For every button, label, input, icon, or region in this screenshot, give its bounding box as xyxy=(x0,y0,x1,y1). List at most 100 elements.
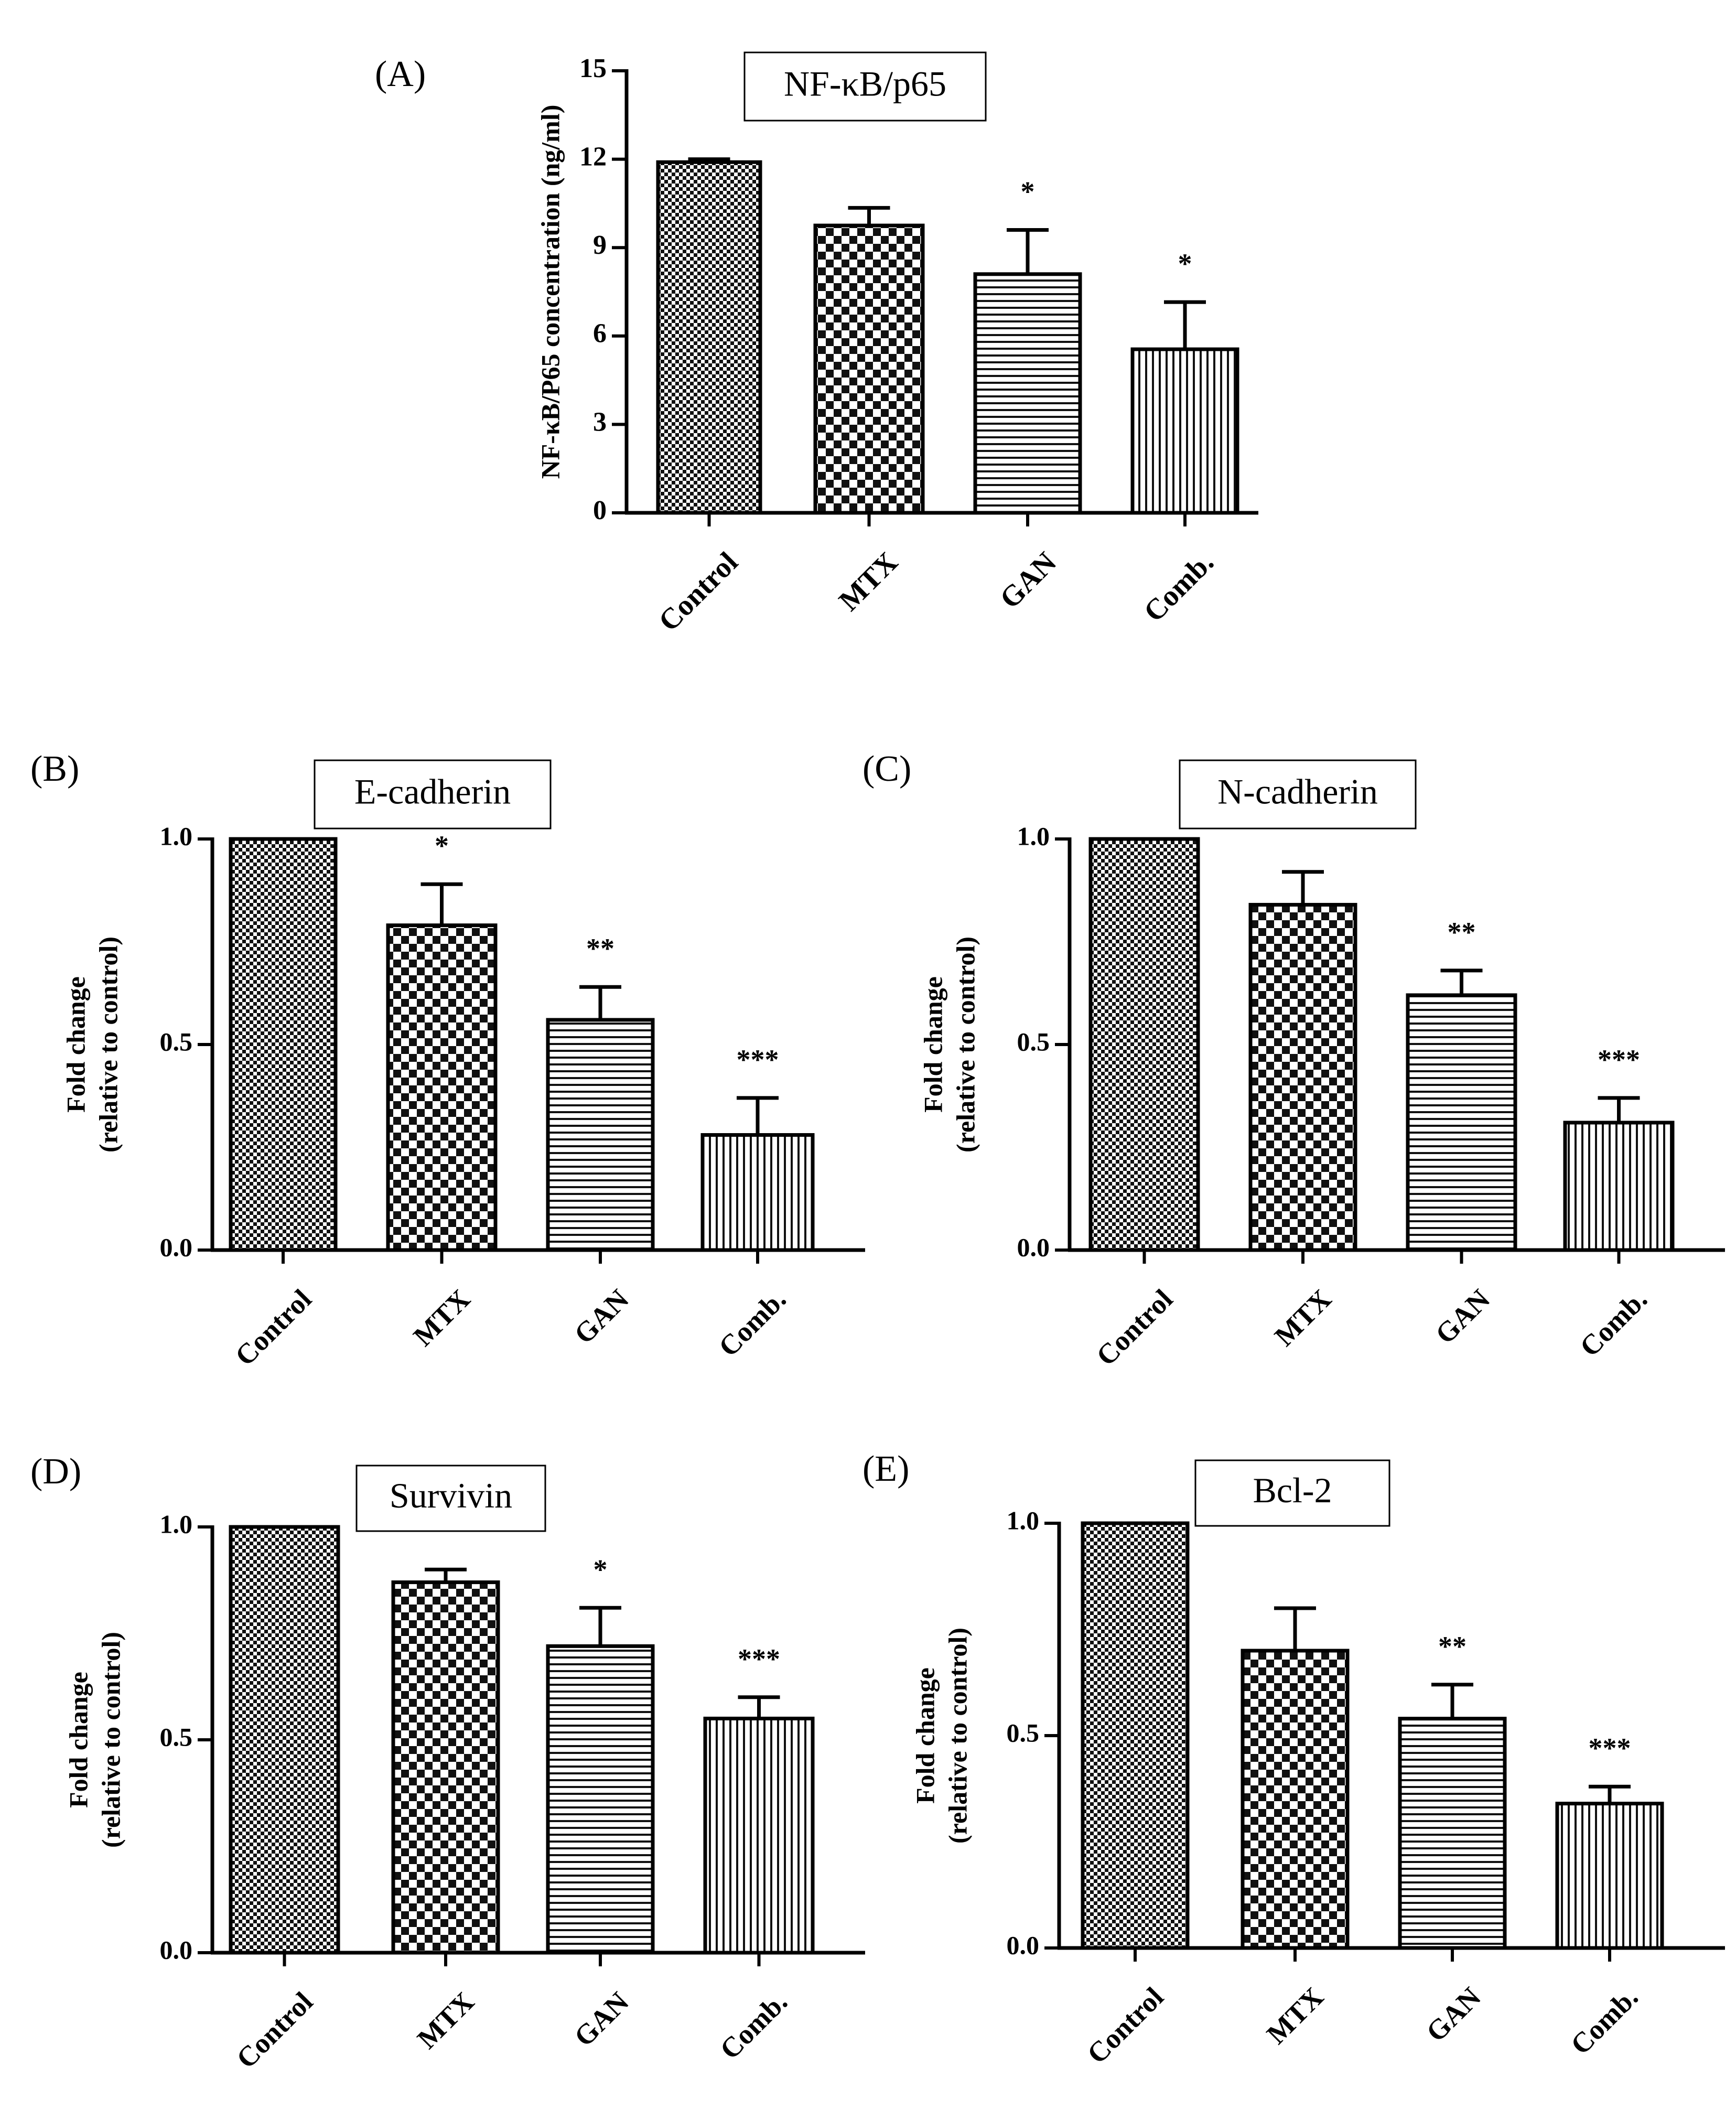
chart-panel-c: (C) N-cadherin Control MTX ** GAN *** Comb. 0.0 0… xyxy=(862,749,1725,1372)
bar-mtx xyxy=(386,923,498,1252)
y-tick-label: 15 xyxy=(579,53,607,83)
significance-marker: ** xyxy=(1448,917,1476,948)
bar-control xyxy=(229,1525,340,1955)
category-label: MTX xyxy=(1260,1981,1330,2050)
significance-marker: ** xyxy=(586,933,614,964)
y-tick-label: 9 xyxy=(593,230,607,260)
bar-gan xyxy=(546,1018,655,1252)
category-label: Control xyxy=(230,1986,319,2074)
y-tick-label: 0.5 xyxy=(160,1722,193,1751)
chart-panel-a: (A) NF-κB/p65 Control MTX * GAN * Comb. 0 3 6 9 12 15… xyxy=(375,51,1258,638)
chart-title-box xyxy=(314,759,552,830)
y-axis-label: (relative to control) xyxy=(951,936,980,1153)
chart-title: N-cadherin xyxy=(1217,772,1378,812)
chart-title: NF-κB/p65 xyxy=(784,64,946,104)
significance-marker: ** xyxy=(1438,1631,1467,1662)
chart-panel-b: (B) E-cadherin Control * MTX ** GAN *** Comb. 0.0… xyxy=(30,749,865,1372)
y-tick-label: 1.0 xyxy=(1007,1505,1040,1535)
category-label: GAN xyxy=(1420,1981,1486,2048)
bar-comb xyxy=(1563,1121,1675,1252)
category-label: Control xyxy=(652,546,744,638)
category-label: Comb. xyxy=(1565,1981,1644,2061)
bar-control xyxy=(229,837,338,1252)
significance-marker: *** xyxy=(1598,1044,1640,1075)
panel-label: (A) xyxy=(375,54,426,94)
y-tick-label: 1.0 xyxy=(1017,821,1050,851)
category-label: MTX xyxy=(407,1283,477,1352)
chart-panel-d: (D) Survivin Control MTX * GAN *** Comb. 0.0 0.5 1… xyxy=(30,1451,865,2074)
chart-title-box xyxy=(355,1465,546,1532)
category-label: Comb. xyxy=(1573,1283,1653,1363)
y-tick-label: 0.0 xyxy=(160,1935,193,1964)
y-axis-label: NF-κB/P65 concentration (ng/ml) xyxy=(535,105,565,479)
chart-title: Survivin xyxy=(390,1476,512,1515)
y-tick-label: 0.5 xyxy=(1017,1027,1050,1056)
y-tick-label: 0.5 xyxy=(160,1027,193,1056)
y-axis-label: Fold change xyxy=(910,1667,940,1804)
significance-marker: * xyxy=(594,1554,608,1585)
category-label: Control xyxy=(1090,1283,1179,1372)
bar-gan xyxy=(546,1644,655,1955)
category-label: GAN xyxy=(994,546,1063,615)
chart-panel-e: (E) Bcl-2 Control MTX ** GAN *** Comb. 0.0 0.5 1.0… xyxy=(862,1449,1725,2070)
bar-mtx xyxy=(813,223,925,515)
chart-title-box xyxy=(1179,759,1417,830)
y-axis-label: Fold change xyxy=(61,976,90,1113)
bar-control xyxy=(1088,837,1200,1252)
bar-comb xyxy=(1130,347,1239,515)
category-label: Comb. xyxy=(714,1986,793,2065)
bar-comb xyxy=(700,1133,815,1252)
y-tick-label: 3 xyxy=(593,407,607,437)
y-tick-label: 12 xyxy=(579,142,607,172)
panel-label: (C) xyxy=(862,749,911,789)
panel-label: (E) xyxy=(862,1449,909,1489)
y-axis-label: (relative to control) xyxy=(943,1628,972,1844)
chart-title-box xyxy=(1194,1459,1390,1527)
bar-mtx xyxy=(1248,902,1357,1252)
bar-gan xyxy=(973,272,1082,515)
significance-marker: *** xyxy=(737,1044,779,1075)
panel-label: (D) xyxy=(30,1451,81,1492)
y-tick-label: 0 xyxy=(593,496,607,525)
y-tick-label: 0.0 xyxy=(160,1232,193,1262)
chart-title-box xyxy=(743,51,987,122)
y-axis-label: Fold change xyxy=(63,1672,93,1808)
y-tick-label: 1.0 xyxy=(160,821,193,851)
y-tick-label: 1.0 xyxy=(160,1509,193,1538)
bar-control xyxy=(1081,1521,1190,1950)
bar-comb xyxy=(703,1716,815,1955)
significance-marker: * xyxy=(1178,248,1192,279)
bar-control xyxy=(656,160,762,515)
bar-gan xyxy=(1406,993,1517,1252)
panel-label: (B) xyxy=(30,749,79,789)
category-label: MTX xyxy=(411,1986,480,2055)
y-axis-label: Fold change xyxy=(918,976,947,1113)
y-tick-label: 0.0 xyxy=(1017,1232,1050,1262)
category-label: Control xyxy=(229,1283,318,1372)
y-tick-label: 0.5 xyxy=(1007,1718,1040,1747)
chart-panels: (A) NF-κB/p65 Control MTX * GAN * Comb. 0 3 6 9 12 15… xyxy=(30,51,1725,2074)
category-label: GAN xyxy=(1429,1283,1496,1350)
significance-marker: *** xyxy=(738,1643,780,1675)
significance-marker: * xyxy=(1021,176,1035,207)
category-label: MTX xyxy=(833,546,904,617)
y-tick-label: 0.0 xyxy=(1007,1930,1040,1960)
y-axis-label: (relative to control) xyxy=(93,936,123,1153)
category-label: Control xyxy=(1081,1981,1170,2070)
bar-comb xyxy=(1555,1802,1664,1950)
bar-mtx xyxy=(391,1580,500,1955)
bar-mtx xyxy=(1241,1649,1350,1950)
y-axis-label: (relative to control) xyxy=(96,1632,125,1848)
category-label: Comb. xyxy=(713,1283,792,1363)
category-label: MTX xyxy=(1268,1283,1338,1352)
chart-title: E-cadherin xyxy=(354,772,511,812)
significance-marker: *** xyxy=(1589,1732,1631,1764)
category-label: GAN xyxy=(568,1283,634,1350)
chart-title: Bcl-2 xyxy=(1253,1470,1332,1510)
category-label: GAN xyxy=(568,1986,634,2052)
significance-marker: * xyxy=(435,830,449,862)
category-label: Comb. xyxy=(1138,546,1220,628)
bar-gan xyxy=(1398,1717,1507,1950)
y-tick-label: 6 xyxy=(593,319,607,349)
